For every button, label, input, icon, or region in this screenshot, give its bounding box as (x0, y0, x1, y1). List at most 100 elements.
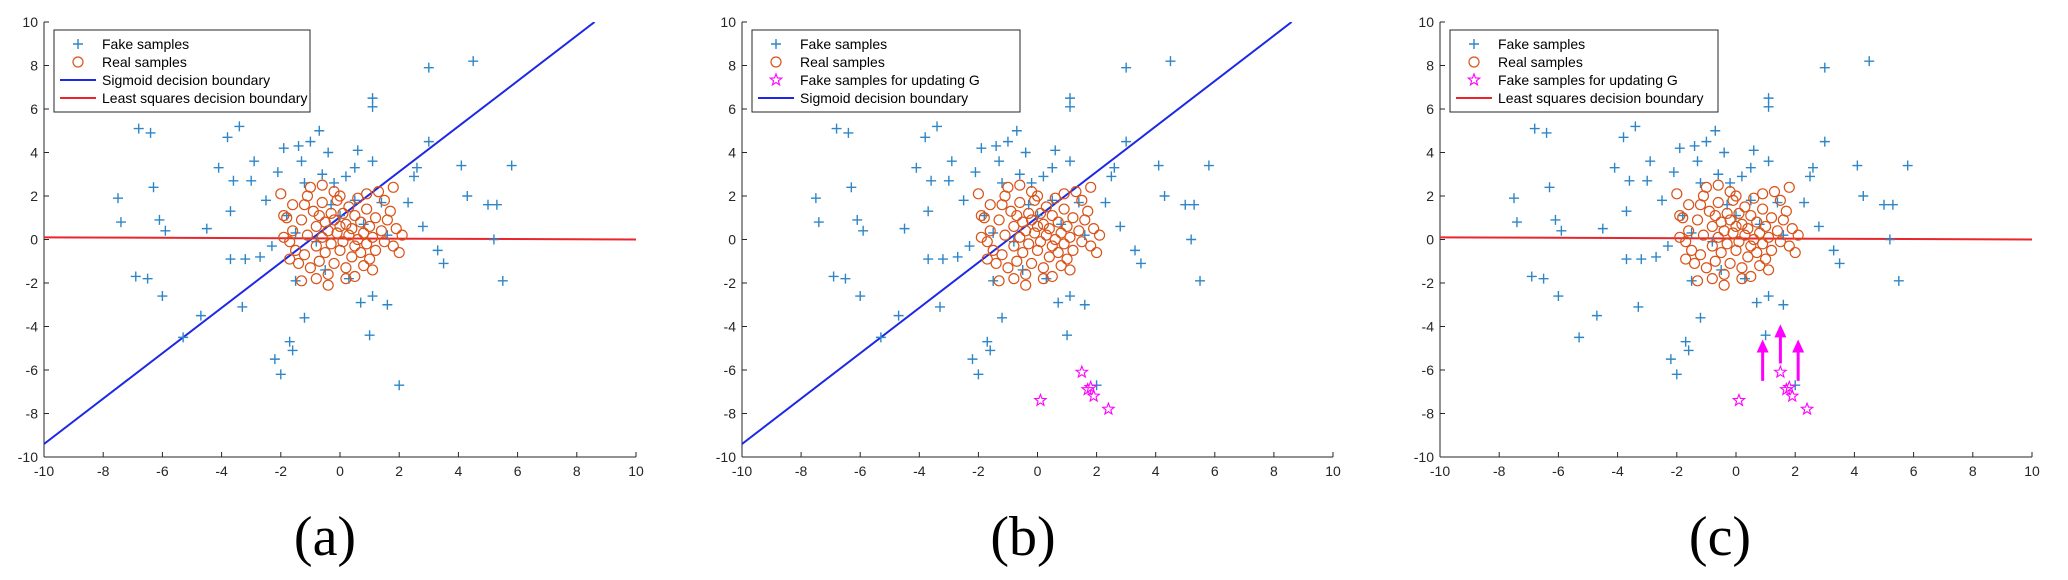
real-sample-point (975, 209, 987, 222)
real-sample-point (990, 257, 1002, 270)
update-sample-point (1083, 379, 1098, 394)
real-sample-point (1759, 220, 1772, 233)
fake-sample-point (1686, 275, 1697, 286)
real-sample-point (328, 214, 340, 226)
x-tick-label: -10 (1430, 463, 1450, 479)
real-sample-point (310, 273, 322, 285)
fake-sample-point (497, 275, 508, 286)
real-sample-point (361, 203, 373, 215)
fake-sample-point (1526, 271, 1537, 282)
real-sample-point (378, 236, 390, 248)
real-sample-point (310, 240, 322, 252)
real-sample-point (1745, 209, 1757, 222)
fake-sample-point (1695, 312, 1706, 323)
update-arrow-head (1756, 339, 1769, 353)
x-tick-label: 10 (628, 463, 644, 479)
real-sample-point (993, 214, 1005, 226)
real-sample-point (278, 209, 290, 222)
fake-sample-point (1819, 136, 1830, 147)
real-sample-point (1058, 203, 1070, 215)
real-sample-point (1020, 279, 1032, 291)
fake-sample-point (1736, 171, 1747, 182)
fake-sample-point (1100, 197, 1111, 208)
real-sample-point (1712, 196, 1724, 209)
real-sample-point (1754, 260, 1766, 272)
fake-sample-point (1121, 62, 1132, 73)
x-tick-label: -6 (1552, 463, 1565, 479)
fake-sample-point (367, 101, 378, 112)
fake-sample-point (201, 223, 212, 234)
fake-sample-point (973, 369, 984, 380)
x-tick-label: -8 (97, 463, 110, 479)
update-sample-point (1782, 379, 1797, 394)
fake-sample-point (1813, 221, 1824, 232)
fake-sample-point (349, 162, 360, 173)
legend-label: Fake samples (1498, 36, 1585, 52)
fake-sample-point (222, 132, 233, 143)
fake-sample-point (852, 214, 863, 225)
legend-label: Sigmoid decision boundary (800, 90, 968, 106)
fake-sample-point (843, 127, 854, 138)
real-sample-point (364, 220, 376, 233)
real-sample-point (358, 227, 370, 239)
fake-sample-point (855, 291, 866, 302)
real-sample-point (313, 209, 325, 222)
fake-sample-point (142, 273, 153, 284)
fake-sample-point (1511, 217, 1522, 228)
real-sample-point (1762, 231, 1775, 243)
fake-sample-point (1065, 93, 1076, 104)
real-sample-point (1691, 275, 1704, 287)
real-sample-point (1718, 279, 1730, 291)
real-sample-point (1055, 227, 1067, 239)
fake-sample-point (157, 291, 168, 302)
real-sample-point (1745, 270, 1757, 283)
x-tick-label: -2 (275, 463, 288, 479)
real-sample-point (384, 205, 396, 217)
fake-sample-point (946, 156, 957, 167)
fake-sample-point (1011, 125, 1022, 136)
fake-sample-point (831, 123, 842, 134)
real-sample-point (1061, 220, 1073, 233)
real-sample-point (325, 238, 337, 250)
real-sample-point (1058, 238, 1070, 250)
real-sample-point (972, 188, 985, 200)
fake-sample-point (1121, 136, 1132, 147)
real-sample-point (366, 231, 379, 243)
real-sample-point (387, 181, 399, 193)
x-tick-label: 8 (573, 463, 581, 479)
update-sample-point (1101, 401, 1116, 416)
real-sample-point (1064, 231, 1076, 243)
real-sample-point (1043, 251, 1055, 263)
fake-sample-point (1020, 147, 1031, 158)
fake-sample-point (272, 167, 283, 178)
fake-sample-point (178, 332, 189, 343)
fake-sample-point (1079, 299, 1090, 310)
real-sample-point (1031, 220, 1044, 233)
real-sample-point (1046, 240, 1058, 252)
legend-marker-update (1466, 72, 1482, 87)
real-sample-point (1049, 192, 1061, 204)
real-sample-point (1768, 186, 1781, 198)
update-sample-point (1731, 392, 1747, 407)
real-sample-point (1076, 194, 1088, 206)
real-sample-point (987, 244, 999, 256)
real-sample-point (1683, 199, 1695, 211)
fake-sample-point (1591, 310, 1602, 321)
x-tick-label: -6 (156, 463, 169, 479)
real-sample-point (1011, 255, 1023, 267)
legend: Fake samples Real samples Fake samples for… (1449, 29, 1719, 113)
fake-sample-point (1135, 258, 1146, 269)
y-tick-label: 6 (1426, 101, 1434, 117)
fake-sample-point (1509, 193, 1519, 204)
x-tick-label: 2 (395, 463, 403, 479)
legend-box (53, 29, 311, 113)
x-tick-label: 4 (455, 463, 463, 479)
fake-sample-point (305, 136, 316, 147)
fake-sample-point (1645, 156, 1656, 167)
fake-sample-point (1153, 160, 1164, 171)
fake-sample-point (1665, 354, 1676, 365)
legend-marker-fake (771, 39, 781, 49)
real-sample-point (1697, 229, 1710, 241)
real-sample-point (378, 194, 390, 206)
